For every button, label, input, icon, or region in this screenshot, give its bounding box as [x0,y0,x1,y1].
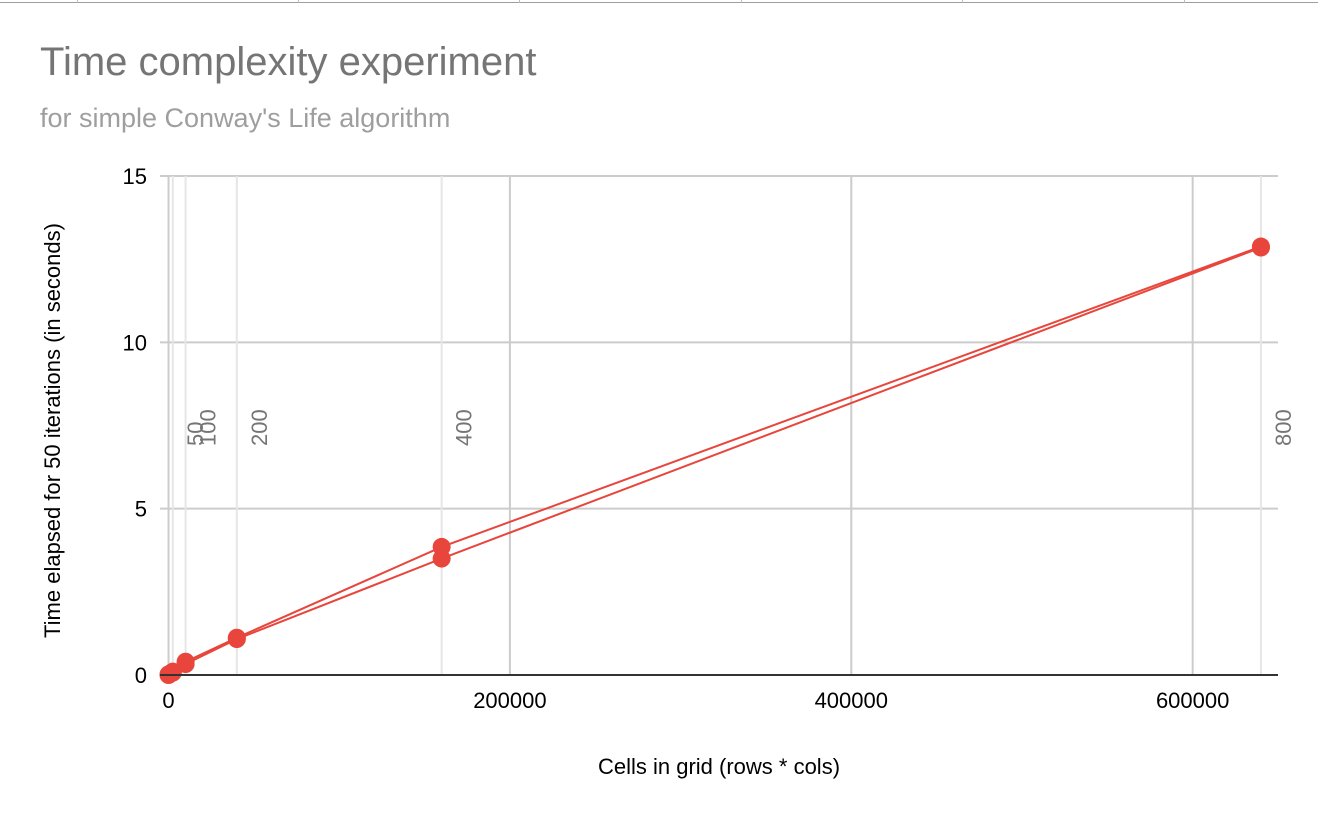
y-tick-label: 15 [123,164,147,189]
data-point [1251,238,1270,257]
x-tick-label: 600000 [1156,688,1229,713]
x-tick-label: 200000 [473,688,546,713]
chart-title: Time complexity experiment [40,40,537,84]
annotation-label: 400 [452,409,477,446]
series-line [168,246,1262,676]
top-border-tick [962,0,963,3]
y-tick-label: 10 [123,330,147,355]
x-axis-title: Cells in grid (rows * cols) [598,754,840,779]
top-border [0,0,1318,4]
tick-labels: 0 5 10 15 0 200000 400000 600000 [123,164,1230,713]
data-point [163,663,182,682]
data-point [432,549,451,568]
y-axis-title: Time elapsed for 50 iterations (in secon… [40,223,65,638]
annotation-label: 50 [183,422,208,446]
grid-lines [160,175,1278,675]
data-point [227,630,246,649]
data-point [176,655,195,674]
series-lines [168,245,1262,676]
top-border-tick [1184,0,1185,3]
annotation-label: 800 [1271,409,1296,446]
x-tick-label: 0 [162,688,174,713]
annotation-label: 200 [247,409,272,446]
y-tick-label: 0 [135,663,147,688]
x-tick-label: 400000 [815,688,888,713]
top-border-line [0,2,1318,3]
annotation-label: 100 [196,409,221,446]
top-border-tick [519,0,520,3]
top-border-tick [298,0,299,3]
chart-subtitle: for simple Conway's Life algorithm [40,103,451,133]
top-border-tick [741,0,742,3]
y-tick-label: 5 [135,497,147,522]
top-border-tick [77,0,78,3]
